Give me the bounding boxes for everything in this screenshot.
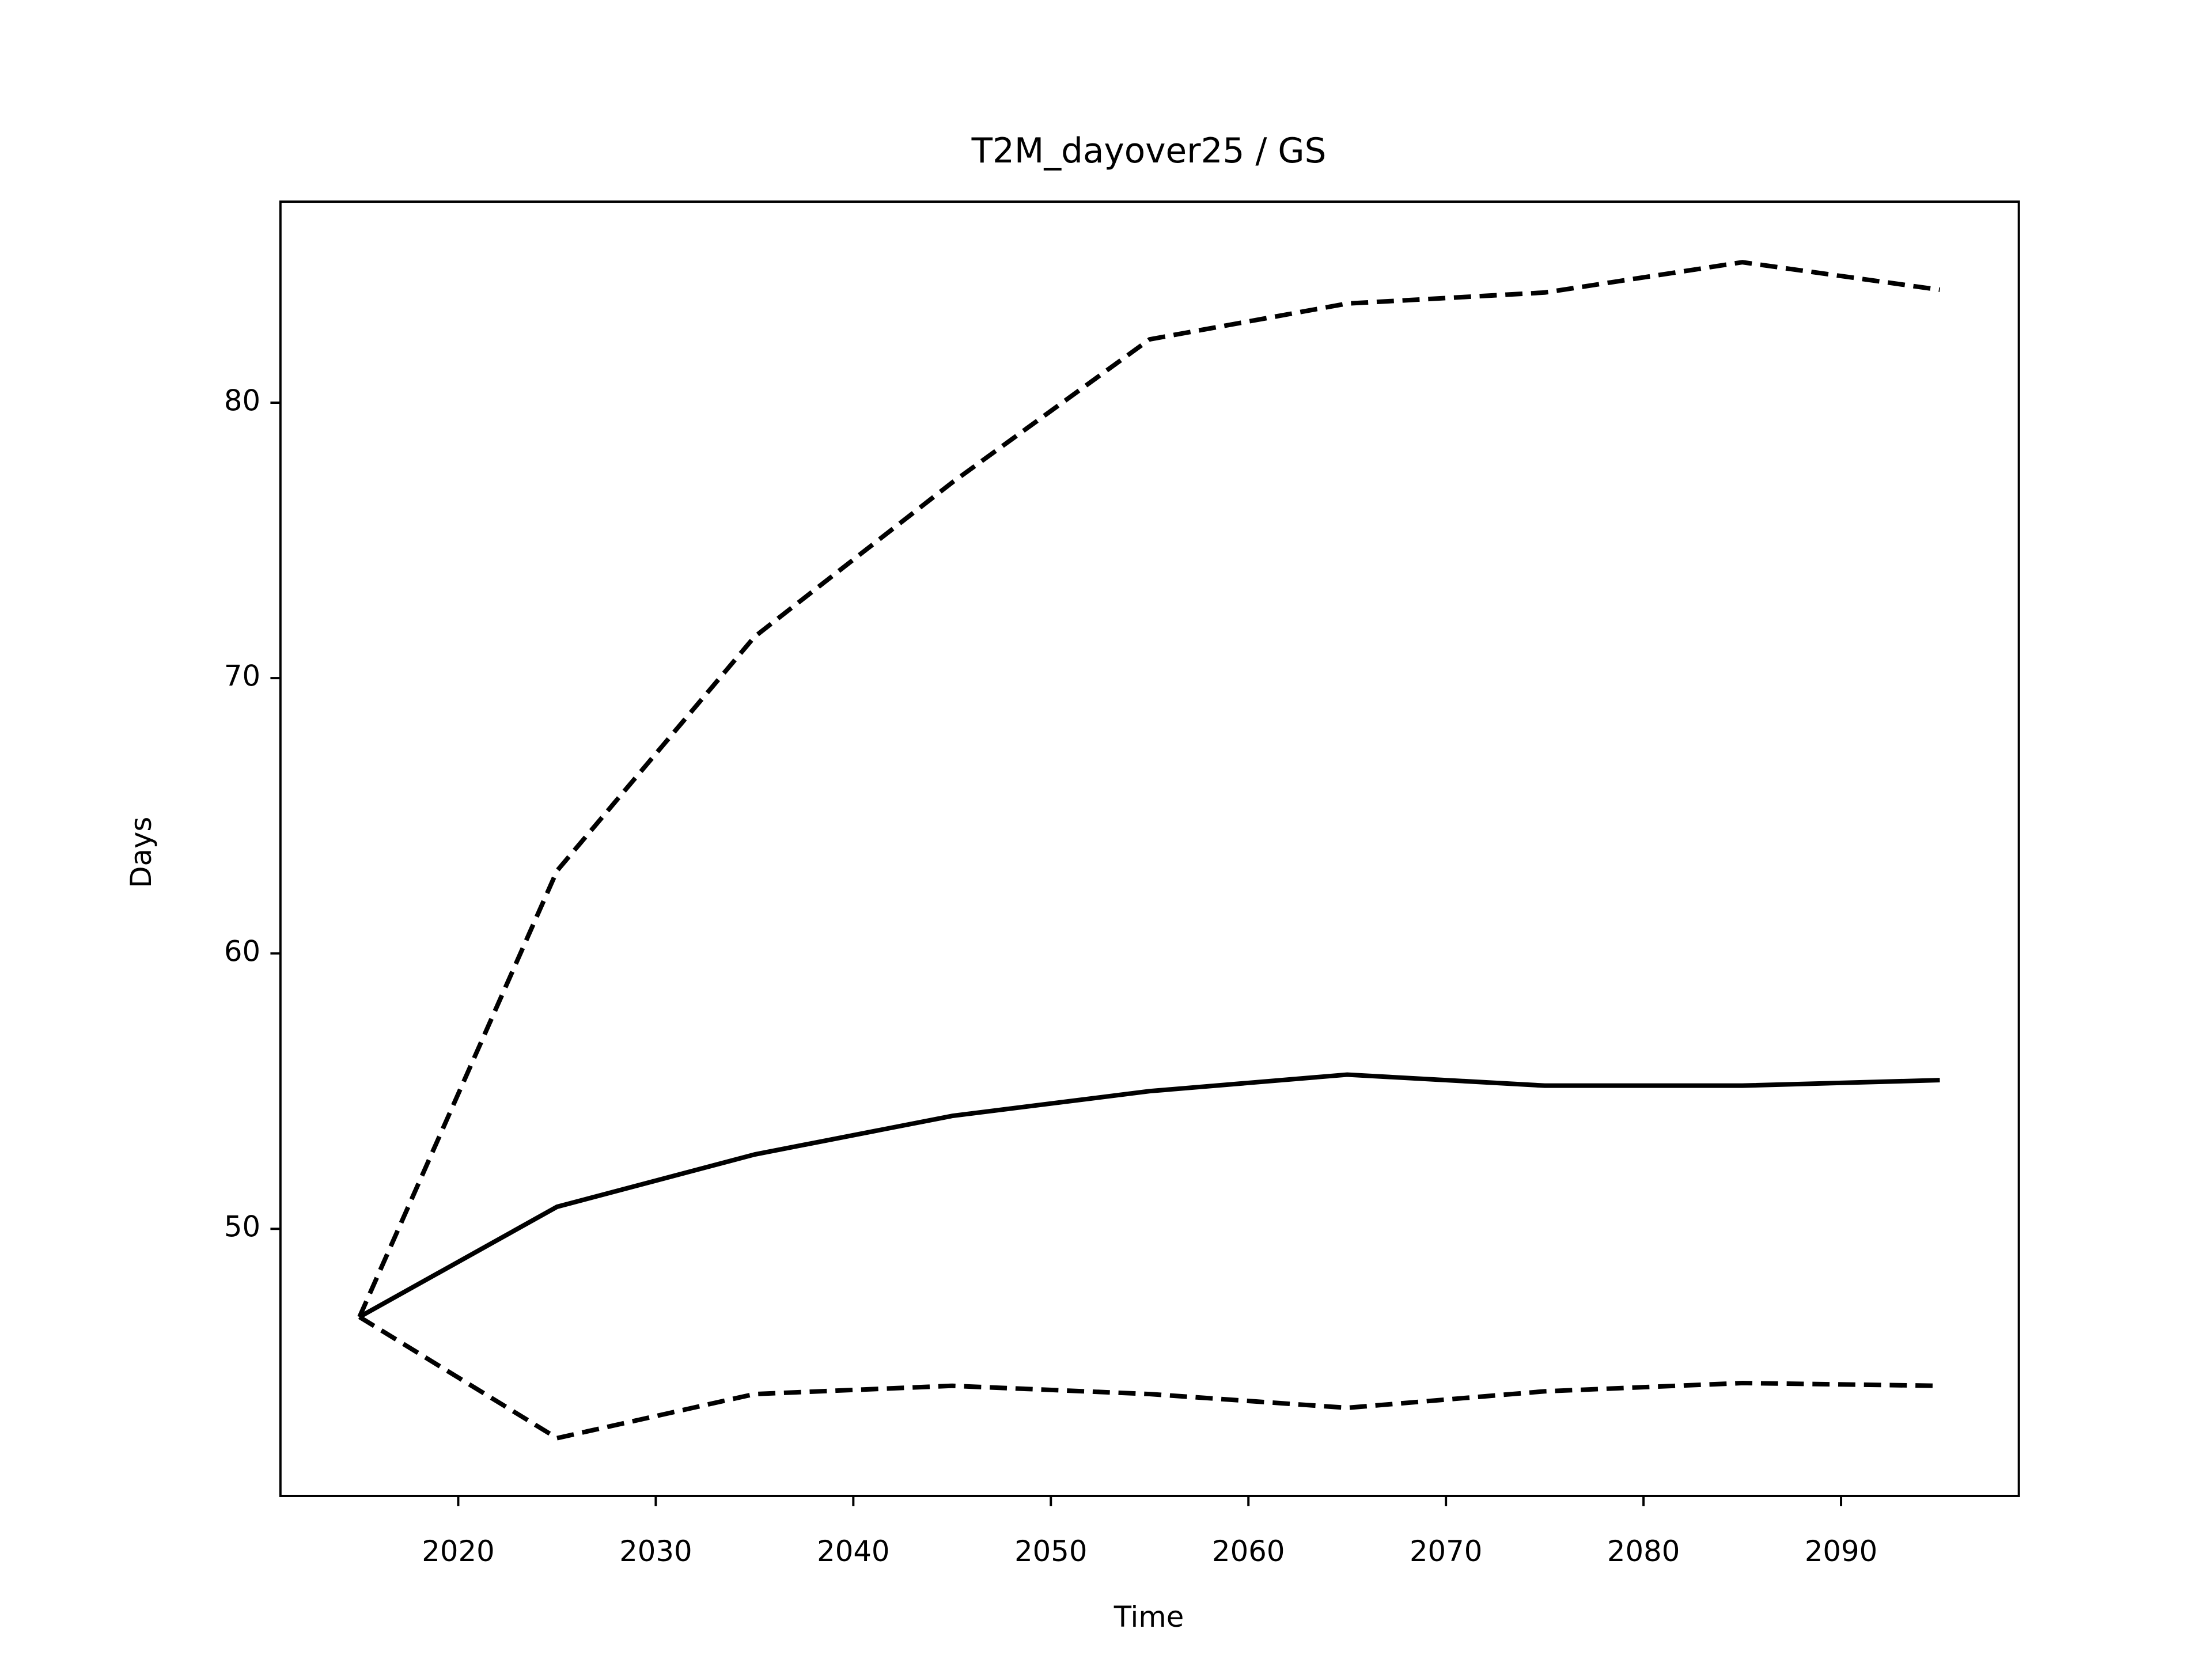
series-line xyxy=(358,1072,1940,1319)
y-axis-label: Days xyxy=(124,817,158,888)
x-tick-label: 2040 xyxy=(817,1535,889,1568)
x-tick-label: 2070 xyxy=(1410,1535,1482,1568)
chart-title: T2M_dayover25 / GS xyxy=(971,131,1327,171)
y-tick-label: 50 xyxy=(224,1210,260,1244)
x-tick-label: 2030 xyxy=(619,1535,692,1568)
x-tick-label: 2090 xyxy=(1805,1535,1877,1568)
series-line xyxy=(358,1315,1940,1441)
series-line xyxy=(357,260,1941,1318)
y-tick-label: 60 xyxy=(224,935,260,968)
x-tick-label: 2050 xyxy=(1014,1535,1087,1568)
x-tick-label: 2080 xyxy=(1607,1535,1680,1568)
x-tick-label: 2060 xyxy=(1212,1535,1285,1568)
plot-frame xyxy=(279,200,2020,1497)
y-tick-label: 80 xyxy=(224,384,260,418)
x-tick-label: 2020 xyxy=(422,1535,494,1568)
x-axis-label: Time xyxy=(1113,1600,1184,1634)
y-tick-label: 70 xyxy=(224,660,260,693)
